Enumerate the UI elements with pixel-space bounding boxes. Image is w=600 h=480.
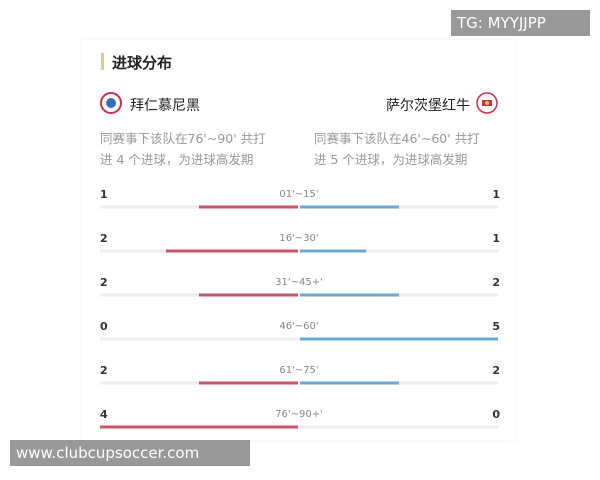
- period: 61'~75': [279, 365, 319, 376]
- away-count: 2: [492, 276, 500, 289]
- home-count: 1: [100, 188, 108, 201]
- bar-track: [100, 425, 498, 429]
- away-count: 1: [492, 232, 500, 245]
- bar-track: [100, 249, 498, 253]
- home-bar: [199, 381, 298, 385]
- away-bar: [300, 381, 399, 385]
- home-count: 0: [100, 320, 108, 333]
- away-bar: [300, 249, 366, 253]
- home-note: 同赛事下该队在76'~90' 共打: [100, 131, 266, 146]
- period: 46'~60': [279, 321, 319, 332]
- home-bar: [199, 205, 298, 209]
- period: 31'~45+': [275, 277, 323, 288]
- bar-track: [100, 381, 498, 385]
- home-bar: [199, 293, 298, 297]
- period: 16'~30': [279, 233, 319, 244]
- away-bar: [300, 293, 399, 297]
- bar-track: [100, 337, 498, 341]
- away-count: 2: [492, 364, 500, 377]
- away-count: 0: [492, 408, 500, 421]
- away-bar: [300, 205, 399, 209]
- home-logo: [100, 92, 122, 114]
- watermark-bottom: www.clubcupsoccer.com: [10, 440, 250, 466]
- home-name: 拜仁慕尼黑: [130, 98, 200, 114]
- bar-track: [100, 205, 498, 209]
- home-count: 4: [100, 408, 108, 421]
- card: [82, 40, 515, 440]
- title: 进球分布: [112, 54, 173, 72]
- title-accent: [101, 53, 104, 70]
- home-bar: [100, 425, 298, 429]
- period: 76'~90+': [275, 409, 323, 420]
- bar-track: [100, 293, 498, 297]
- away-logo: [476, 92, 498, 114]
- home-bar: [166, 249, 298, 253]
- home-count: 2: [100, 232, 108, 245]
- away-note: 进 5 个进球，为进球高发期: [314, 152, 468, 167]
- home-note: 进 4 个进球，为进球高发期: [100, 152, 254, 167]
- away-name: 萨尔茨堡红牛: [386, 98, 470, 114]
- away-count: 5: [492, 320, 500, 333]
- away-bar: [300, 337, 498, 341]
- away-count: 1: [492, 188, 500, 201]
- away-note: 同赛事下该队在46'~60' 共打: [314, 131, 480, 146]
- home-count: 2: [100, 364, 108, 377]
- period: 01'~15': [279, 189, 319, 200]
- home-count: 2: [100, 276, 108, 289]
- watermark-top: TG: MYYJJPP: [451, 10, 590, 36]
